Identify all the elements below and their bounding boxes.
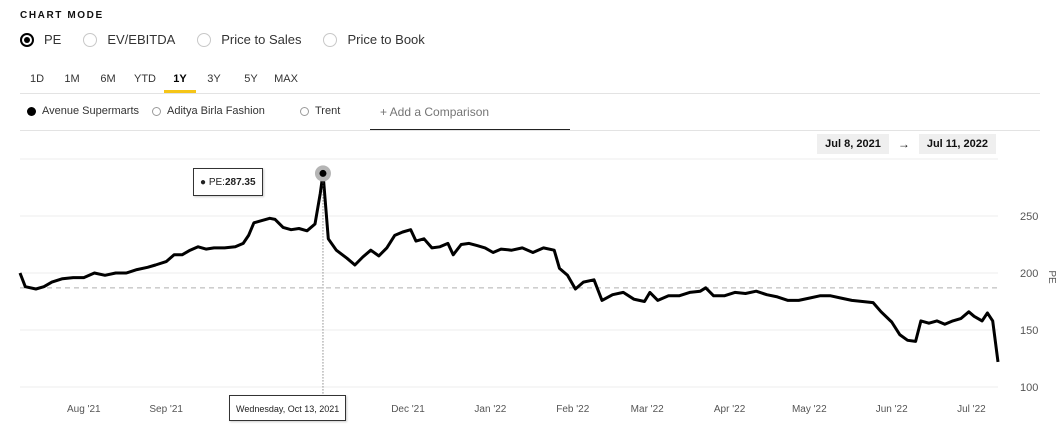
mode-label: Price to Sales	[221, 32, 302, 47]
series-dot-icon	[300, 106, 309, 116]
chart-mode-title: CHART MODE	[20, 10, 104, 21]
comparison-aditya-birla-fashion[interactable]: Aditya Birla Fashion	[152, 105, 265, 117]
tab-ytd[interactable]: YTD	[134, 73, 156, 85]
arrow-right-icon: →	[897, 137, 910, 151]
date-to-button[interactable]: Jul 11, 2022	[918, 134, 996, 154]
series-line-avenue-supermarts	[18, 171, 1000, 363]
comparison-avenue-supermarts[interactable]: Avenue Supermarts	[27, 105, 139, 117]
mode-option-ev-ebitda[interactable]: EV/EBITDA	[83, 32, 175, 47]
tooltip-prefix: PE:	[208, 177, 225, 188]
x-tick-label: Dec '21	[391, 404, 425, 415]
mode-label: Price to Book	[347, 32, 425, 47]
divider	[20, 93, 1040, 94]
x-tick-label: Mar '22	[631, 404, 664, 415]
tab-max[interactable]: MAX	[274, 73, 298, 85]
radio-icon	[197, 32, 212, 47]
x-tick-label: Apr '22	[714, 404, 746, 415]
radio-selected-icon	[20, 32, 34, 47]
x-tick-label: Jan '22	[474, 404, 506, 415]
mode-label: EV/EBITDA	[107, 32, 176, 47]
radio-icon	[323, 32, 338, 47]
mode-option-pe[interactable]: PE	[20, 32, 61, 47]
x-tick-label: Aug '21	[67, 404, 101, 415]
y-tick-label: 200	[1020, 268, 1038, 280]
value-tooltip: ● PE:287.35	[193, 168, 263, 196]
y-tick-label: 250	[1020, 211, 1038, 223]
crosshair-date-label: Wednesday, Oct 13, 2021	[229, 395, 347, 421]
comparison-label: Avenue Supermarts	[42, 105, 140, 117]
series-dot-icon	[27, 106, 36, 116]
tab-5y[interactable]: 5Y	[244, 73, 258, 85]
add-comparison-input[interactable]	[370, 94, 570, 130]
tooltip-dot-icon: ●	[200, 177, 207, 188]
x-tick-label: May '22	[792, 404, 827, 415]
comparison-label: Trent	[315, 105, 341, 117]
comparison-bar: Avenue Supermarts Aditya Birla Fashion T…	[20, 94, 1040, 130]
tab-1y[interactable]: 1Y	[164, 66, 196, 93]
tab-6m[interactable]: 6M	[100, 73, 116, 85]
divider	[20, 130, 1040, 131]
y-tick-label: 150	[1020, 325, 1038, 337]
radio-icon	[83, 32, 98, 47]
x-tick-label: Jun '22	[876, 404, 908, 415]
tab-1d[interactable]: 1D	[29, 73, 45, 85]
time-range-tabs: 1D 1M 6M YTD 1Y 3Y 5Y MAX	[20, 66, 302, 93]
date-range-selector: Jul 8, 2021 → Jul 11, 2022	[817, 134, 996, 154]
tooltip-value: 287.35	[224, 177, 256, 188]
series-dot-icon	[152, 106, 161, 116]
date-from-button[interactable]: Jul 8, 2021	[817, 134, 889, 154]
mode-option-price-to-book[interactable]: Price to Book	[323, 32, 425, 47]
chart-mode-options: PE EV/EBITDA Price to Sales Price to Boo…	[20, 32, 447, 47]
mode-option-price-to-sales[interactable]: Price to Sales	[197, 32, 301, 47]
x-tick-label: Jul '22	[957, 404, 986, 415]
y-tick-label: 100	[1020, 382, 1038, 394]
comparison-trent[interactable]: Trent	[300, 105, 340, 117]
comparison-label: Aditya Birla Fashion	[167, 105, 265, 117]
x-tick-label: Feb '22	[556, 404, 589, 415]
mode-label: PE	[44, 32, 62, 47]
x-tick-label: Sep '21	[149, 404, 183, 415]
tab-3y[interactable]: 3Y	[207, 73, 221, 85]
tab-1m[interactable]: 1M	[64, 73, 80, 85]
highlight-point	[319, 169, 327, 177]
y-axis-label: PE	[1046, 270, 1057, 284]
